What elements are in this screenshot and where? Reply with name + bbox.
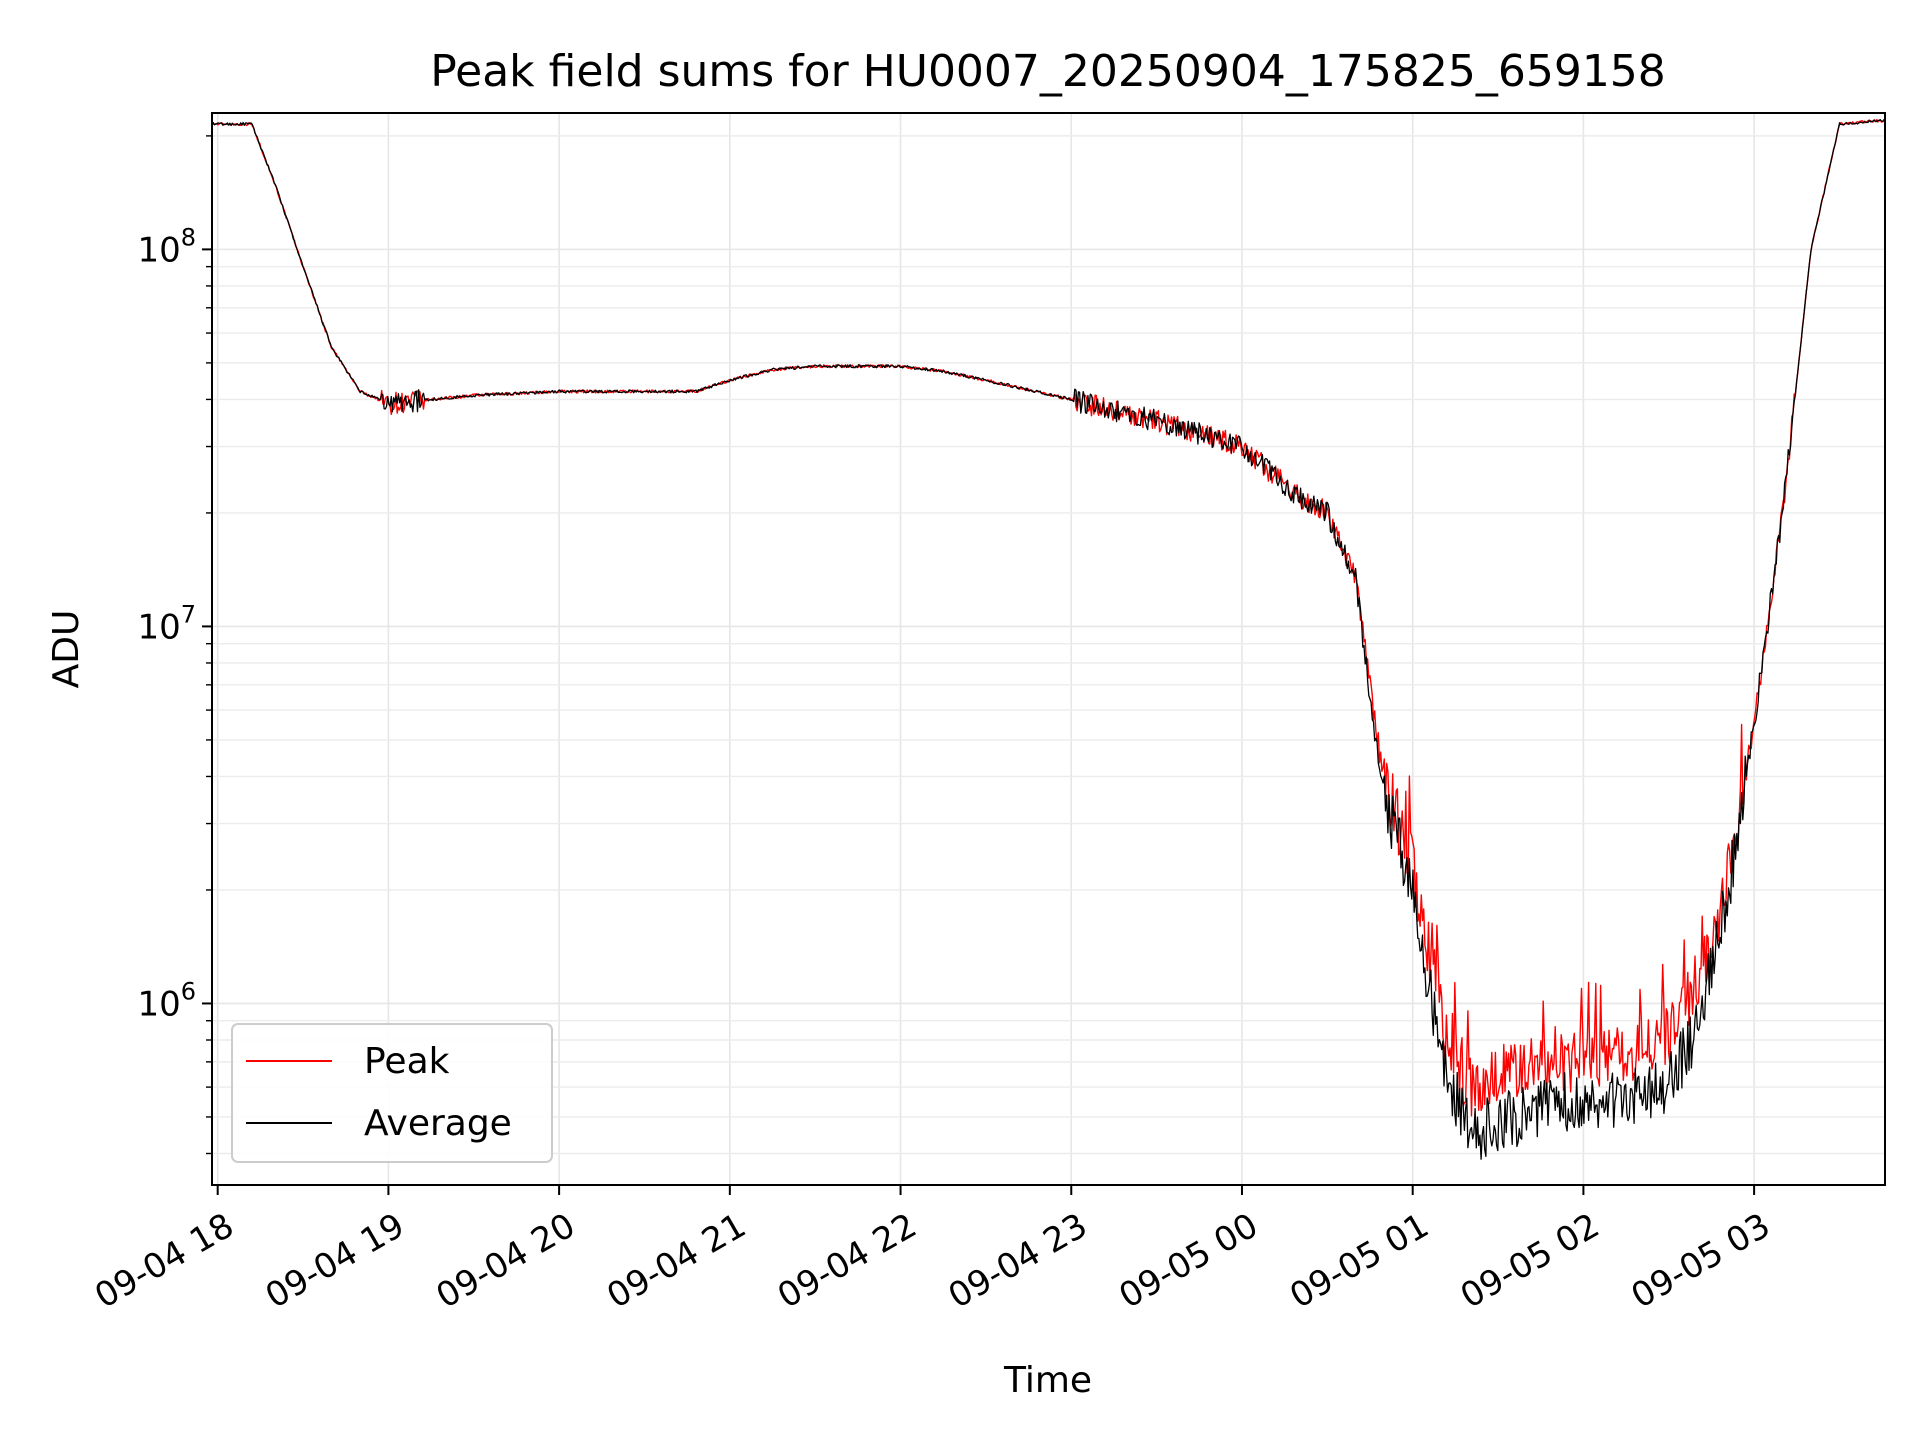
legend-box bbox=[231, 1023, 553, 1163]
legend-label-average: Average bbox=[364, 1103, 512, 1144]
y-axis-title: ADU bbox=[46, 610, 87, 689]
series-line-average bbox=[212, 119, 1885, 1160]
y-tick-label: 106 bbox=[137, 977, 196, 1024]
chart-title: Peak field sums for HU0007_20250904_1758… bbox=[430, 46, 1666, 97]
x-axis-title: Time bbox=[1003, 1360, 1092, 1401]
legend-label-peak: Peak bbox=[364, 1041, 450, 1082]
y-tick-label: 108 bbox=[137, 223, 196, 270]
y-tick-label: 107 bbox=[137, 600, 196, 647]
series-layer bbox=[212, 118, 1885, 1160]
legend: Peak Average bbox=[231, 1023, 553, 1163]
plot-frame bbox=[211, 112, 1886, 1186]
